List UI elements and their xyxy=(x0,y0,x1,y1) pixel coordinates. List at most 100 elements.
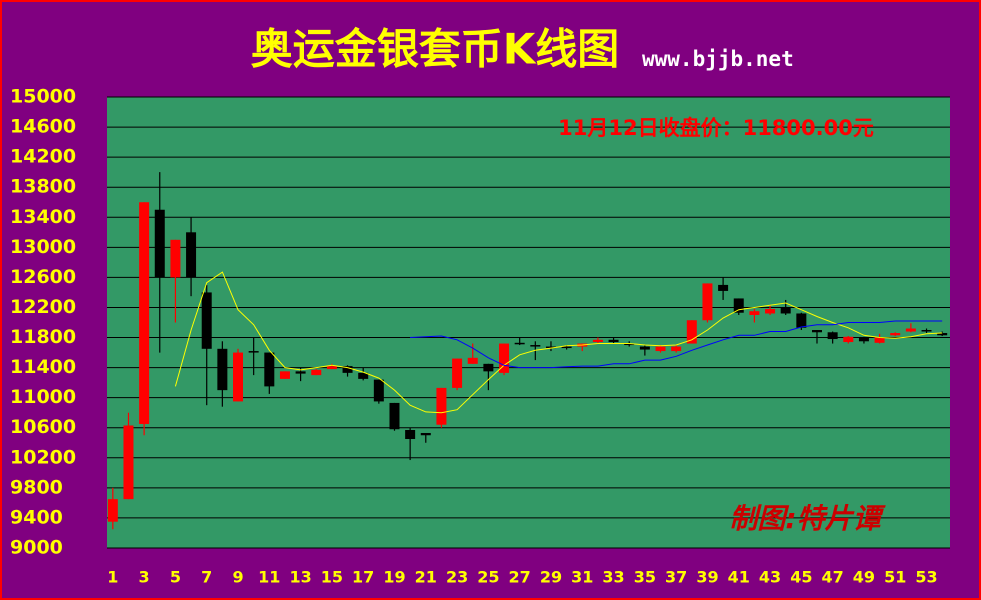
candle-body xyxy=(436,387,447,425)
x-tick-label: 3 xyxy=(139,568,150,587)
candle-body xyxy=(279,371,290,379)
x-tick-label: 37 xyxy=(665,568,687,587)
candle-body xyxy=(655,346,666,352)
candle-body xyxy=(811,330,822,333)
x-tick-label: 19 xyxy=(383,568,405,587)
candle-body xyxy=(921,330,932,332)
candle-body xyxy=(702,283,713,321)
x-tick-label: 17 xyxy=(352,568,374,587)
x-tick-label: 51 xyxy=(884,568,906,587)
candle-body xyxy=(858,337,869,342)
y-tick-label: 9800 xyxy=(10,476,63,498)
plot-area xyxy=(107,97,950,548)
candle-body xyxy=(248,351,259,353)
marks xyxy=(107,172,948,530)
candle-body xyxy=(843,336,854,343)
y-tick-label: 14200 xyxy=(10,146,76,168)
y-tick-label: 14600 xyxy=(10,116,76,138)
candle-body xyxy=(686,320,697,344)
candle-body xyxy=(780,307,791,314)
candle-body xyxy=(561,346,572,349)
candle-body xyxy=(295,371,306,374)
x-tick-label: 53 xyxy=(915,568,937,587)
x-tick-label: 15 xyxy=(321,568,343,587)
credit: 制图:特片谭 xyxy=(729,502,886,535)
candle-body xyxy=(170,239,181,278)
candle-body xyxy=(608,339,619,343)
moving-average-line xyxy=(410,320,943,369)
x-tick-label: 31 xyxy=(571,568,593,587)
y-tick-label: 12600 xyxy=(10,266,76,288)
y-tick-label: 11000 xyxy=(10,386,76,408)
candle-body xyxy=(420,432,431,436)
candle-body xyxy=(796,313,807,328)
x-tick-label: 13 xyxy=(289,568,311,587)
x-tick-label: 47 xyxy=(822,568,844,587)
candle-body xyxy=(639,346,650,350)
x-tick-label: 29 xyxy=(540,568,562,587)
candle-body xyxy=(765,308,776,314)
candle-body xyxy=(718,284,729,291)
x-tick-label: 5 xyxy=(170,568,181,587)
candle-body xyxy=(937,333,948,336)
y-tick-label: 11400 xyxy=(10,356,76,378)
x-tick-label: 27 xyxy=(509,568,531,587)
y-tick-label: 13400 xyxy=(10,206,76,228)
x-tick-label: 45 xyxy=(790,568,812,587)
x-tick-label: 41 xyxy=(728,568,750,587)
x-tick-label: 25 xyxy=(477,568,499,587)
candle-body xyxy=(123,425,134,500)
x-tick-label: 33 xyxy=(602,568,624,587)
candle-body xyxy=(154,209,165,278)
candle-body xyxy=(545,346,556,349)
candle-body xyxy=(499,343,510,373)
candle-body xyxy=(358,372,369,379)
y-tick-label: 12200 xyxy=(10,296,76,318)
candle-body xyxy=(905,328,916,332)
x-tick-label: 39 xyxy=(696,568,718,587)
candle-body xyxy=(624,343,635,346)
x-tick-label: 11 xyxy=(258,568,280,587)
grid xyxy=(107,96,950,549)
x-tick-label: 21 xyxy=(415,568,437,587)
candle-body xyxy=(749,311,760,315)
x-tick-label: 7 xyxy=(201,568,212,587)
candle-body xyxy=(373,379,384,402)
candle-body xyxy=(405,429,416,440)
y-tick-label: 13000 xyxy=(10,236,76,258)
candle-body xyxy=(139,202,150,424)
y-tick-label: 9000 xyxy=(10,537,63,559)
candle-body xyxy=(874,337,885,343)
candle-body xyxy=(389,402,400,430)
candle-body xyxy=(452,358,463,388)
candle-body xyxy=(890,333,901,336)
x-tick-label: 1 xyxy=(107,568,118,587)
candle-body xyxy=(530,345,541,347)
candle-body xyxy=(342,366,353,373)
candle-body xyxy=(326,366,337,370)
y-tick-label: 9400 xyxy=(10,506,63,528)
subtitle: www.bjjb.net xyxy=(642,47,794,71)
candle-body xyxy=(217,348,228,391)
candle-body xyxy=(827,332,838,340)
x-tick-label: 35 xyxy=(634,568,656,587)
candle-body xyxy=(733,298,744,313)
candle-body xyxy=(201,292,212,349)
x-tick-label: 43 xyxy=(759,568,781,587)
x-tick-label: 23 xyxy=(446,568,468,587)
candle-body xyxy=(483,363,494,372)
y-tick-label: 10200 xyxy=(10,446,76,468)
x-tick-label: 9 xyxy=(232,568,243,587)
candle-body xyxy=(233,352,244,402)
annotation: 11月12日收盘价：11800.00元 xyxy=(558,116,874,140)
y-tick-label: 15000 xyxy=(10,86,76,108)
candle-body xyxy=(311,369,322,376)
y-tick-label: 10600 xyxy=(10,416,76,438)
candle-body xyxy=(592,339,603,343)
moving-average-line xyxy=(174,271,943,414)
candle-body xyxy=(514,342,525,345)
y-tick-label: 13800 xyxy=(10,176,76,198)
chart-title: 奥运金银套币K线图 xyxy=(251,25,620,74)
candle-body xyxy=(671,346,682,352)
